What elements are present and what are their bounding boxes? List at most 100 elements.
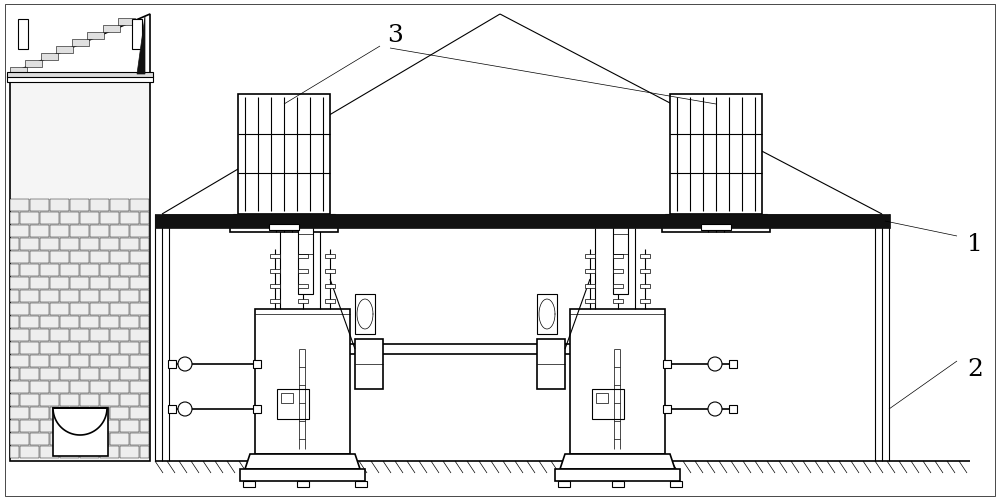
Polygon shape <box>245 454 360 469</box>
Bar <box>30 381 49 393</box>
Bar <box>238 95 330 214</box>
Bar <box>701 224 731 230</box>
Bar <box>90 252 109 264</box>
Bar <box>30 355 49 367</box>
Bar <box>120 420 139 432</box>
Text: 1: 1 <box>967 233 983 256</box>
Bar <box>10 381 29 393</box>
Bar <box>60 316 79 328</box>
Bar <box>140 446 149 458</box>
Bar <box>50 252 69 264</box>
Bar <box>110 225 129 237</box>
Bar <box>325 300 335 304</box>
Bar <box>90 278 109 290</box>
Bar <box>110 329 129 341</box>
Bar <box>10 329 29 341</box>
Bar <box>663 405 671 413</box>
Bar <box>80 316 99 328</box>
Bar <box>325 270 335 274</box>
Bar <box>243 481 255 487</box>
Bar <box>20 368 39 380</box>
Bar <box>670 95 762 214</box>
Bar <box>140 316 149 328</box>
Bar <box>72 40 89 47</box>
Bar <box>20 342 39 354</box>
Bar <box>30 252 49 264</box>
Bar <box>110 252 129 264</box>
Circle shape <box>178 357 192 371</box>
Bar <box>230 224 338 232</box>
Polygon shape <box>10 15 150 75</box>
Bar <box>110 407 129 419</box>
Bar <box>90 355 109 367</box>
Bar <box>60 265 79 277</box>
Bar <box>100 238 119 250</box>
Bar <box>90 304 109 315</box>
Bar <box>298 270 308 274</box>
Bar <box>255 310 350 454</box>
Bar <box>40 212 59 224</box>
Bar <box>270 285 280 289</box>
Bar <box>60 394 79 406</box>
Bar <box>298 285 308 289</box>
Bar <box>537 295 557 334</box>
Bar <box>50 225 69 237</box>
Bar <box>100 265 119 277</box>
Bar <box>10 265 19 277</box>
Bar <box>90 407 109 419</box>
Bar <box>10 212 19 224</box>
Bar <box>60 212 79 224</box>
Bar <box>70 199 89 211</box>
Bar <box>7 77 153 83</box>
Bar <box>41 54 58 61</box>
Bar <box>10 446 19 458</box>
Bar <box>155 214 890 228</box>
Bar <box>40 394 59 406</box>
Circle shape <box>708 402 722 416</box>
Bar <box>20 394 39 406</box>
Bar <box>100 420 119 432</box>
Bar <box>80 420 99 432</box>
Bar <box>130 355 149 367</box>
Bar <box>555 469 680 481</box>
Bar <box>120 394 139 406</box>
Bar <box>90 433 109 445</box>
Circle shape <box>708 357 722 371</box>
Bar <box>110 278 129 290</box>
Bar <box>80 342 99 354</box>
Bar <box>40 342 59 354</box>
Bar <box>355 339 383 389</box>
Bar <box>20 265 39 277</box>
Bar <box>298 255 308 259</box>
Bar <box>110 355 129 367</box>
Bar <box>130 433 149 445</box>
Polygon shape <box>137 17 145 75</box>
Bar <box>110 304 129 315</box>
Bar <box>729 360 737 368</box>
Bar <box>130 225 149 237</box>
Bar <box>120 316 139 328</box>
Bar <box>277 389 309 419</box>
Bar <box>20 238 39 250</box>
Bar <box>10 368 19 380</box>
Bar <box>10 238 19 250</box>
Bar <box>325 255 335 259</box>
Bar <box>298 300 308 304</box>
Bar <box>50 381 69 393</box>
Bar <box>20 212 39 224</box>
Bar <box>100 212 119 224</box>
Bar <box>20 291 39 303</box>
Bar <box>80 291 99 303</box>
Bar <box>40 238 59 250</box>
Bar <box>40 291 59 303</box>
Bar <box>60 342 79 354</box>
Bar <box>10 225 29 237</box>
Bar <box>10 291 19 303</box>
Bar <box>140 420 149 432</box>
Bar <box>130 278 149 290</box>
Bar <box>80 265 99 277</box>
Bar <box>240 469 365 481</box>
Bar <box>10 316 19 328</box>
Bar <box>30 407 49 419</box>
Bar <box>100 394 119 406</box>
